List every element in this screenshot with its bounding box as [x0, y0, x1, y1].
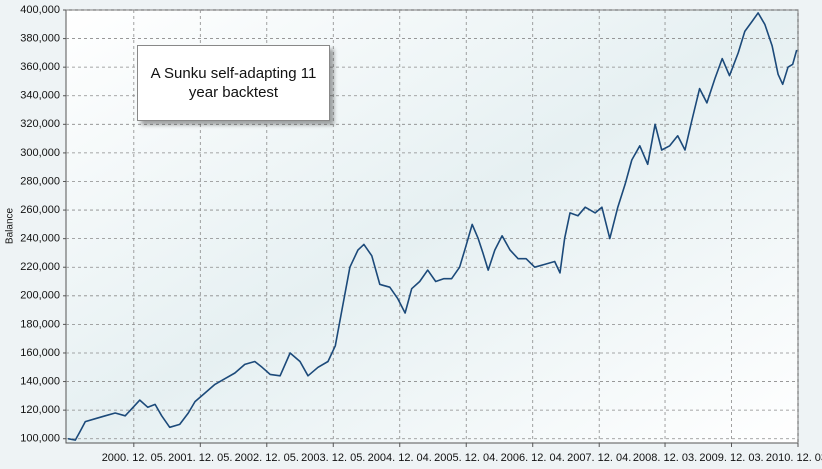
y-tick-label: 200,000	[20, 290, 60, 302]
y-tick-label: 400,000	[20, 4, 60, 16]
y-tick-label: 340,000	[20, 90, 60, 102]
y-tick-label: 220,000	[20, 261, 60, 273]
y-tick-label: 380,000	[20, 32, 60, 44]
y-tick-label: 180,000	[20, 318, 60, 330]
x-tick-label: 2009. 12. 03.	[699, 452, 763, 464]
y-tick-label: 360,000	[20, 61, 60, 73]
x-tick-label: 2006. 12. 04.	[501, 452, 565, 464]
y-tick-label: 320,000	[20, 118, 60, 130]
y-tick-label: 160,000	[20, 347, 60, 359]
y-tick-label: 280,000	[20, 175, 60, 187]
x-tick-label: 2000. 12. 05.	[102, 452, 166, 464]
y-tick-label: 140,000	[20, 375, 60, 387]
x-tick-label: 2004. 12. 04.	[368, 452, 432, 464]
x-tick-label: 2001. 12. 05.	[168, 452, 232, 464]
x-tick-label: 2008. 12. 03.	[633, 452, 697, 464]
x-tick-label: 2007. 12. 04.	[567, 452, 631, 464]
y-tick-label: 120,000	[20, 404, 60, 416]
annotation: A Sunku self-adapting 11 year backtest	[137, 45, 330, 121]
y-tick-label: 300,000	[20, 147, 60, 159]
y-tick-label: 100,000	[20, 433, 60, 445]
x-tick-label: 2005. 12. 04.	[434, 452, 498, 464]
series-line	[67, 12, 798, 441]
x-tick-label: 2003. 12. 05.	[301, 452, 365, 464]
y-tick-label: 260,000	[20, 204, 60, 216]
x-tick-label: 2010. 12. 03.	[766, 452, 822, 464]
x-tick-label: 2002. 12. 05.	[235, 452, 299, 464]
y-tick-label: 240,000	[20, 233, 60, 245]
y-axis-label: Balance	[5, 207, 16, 244]
